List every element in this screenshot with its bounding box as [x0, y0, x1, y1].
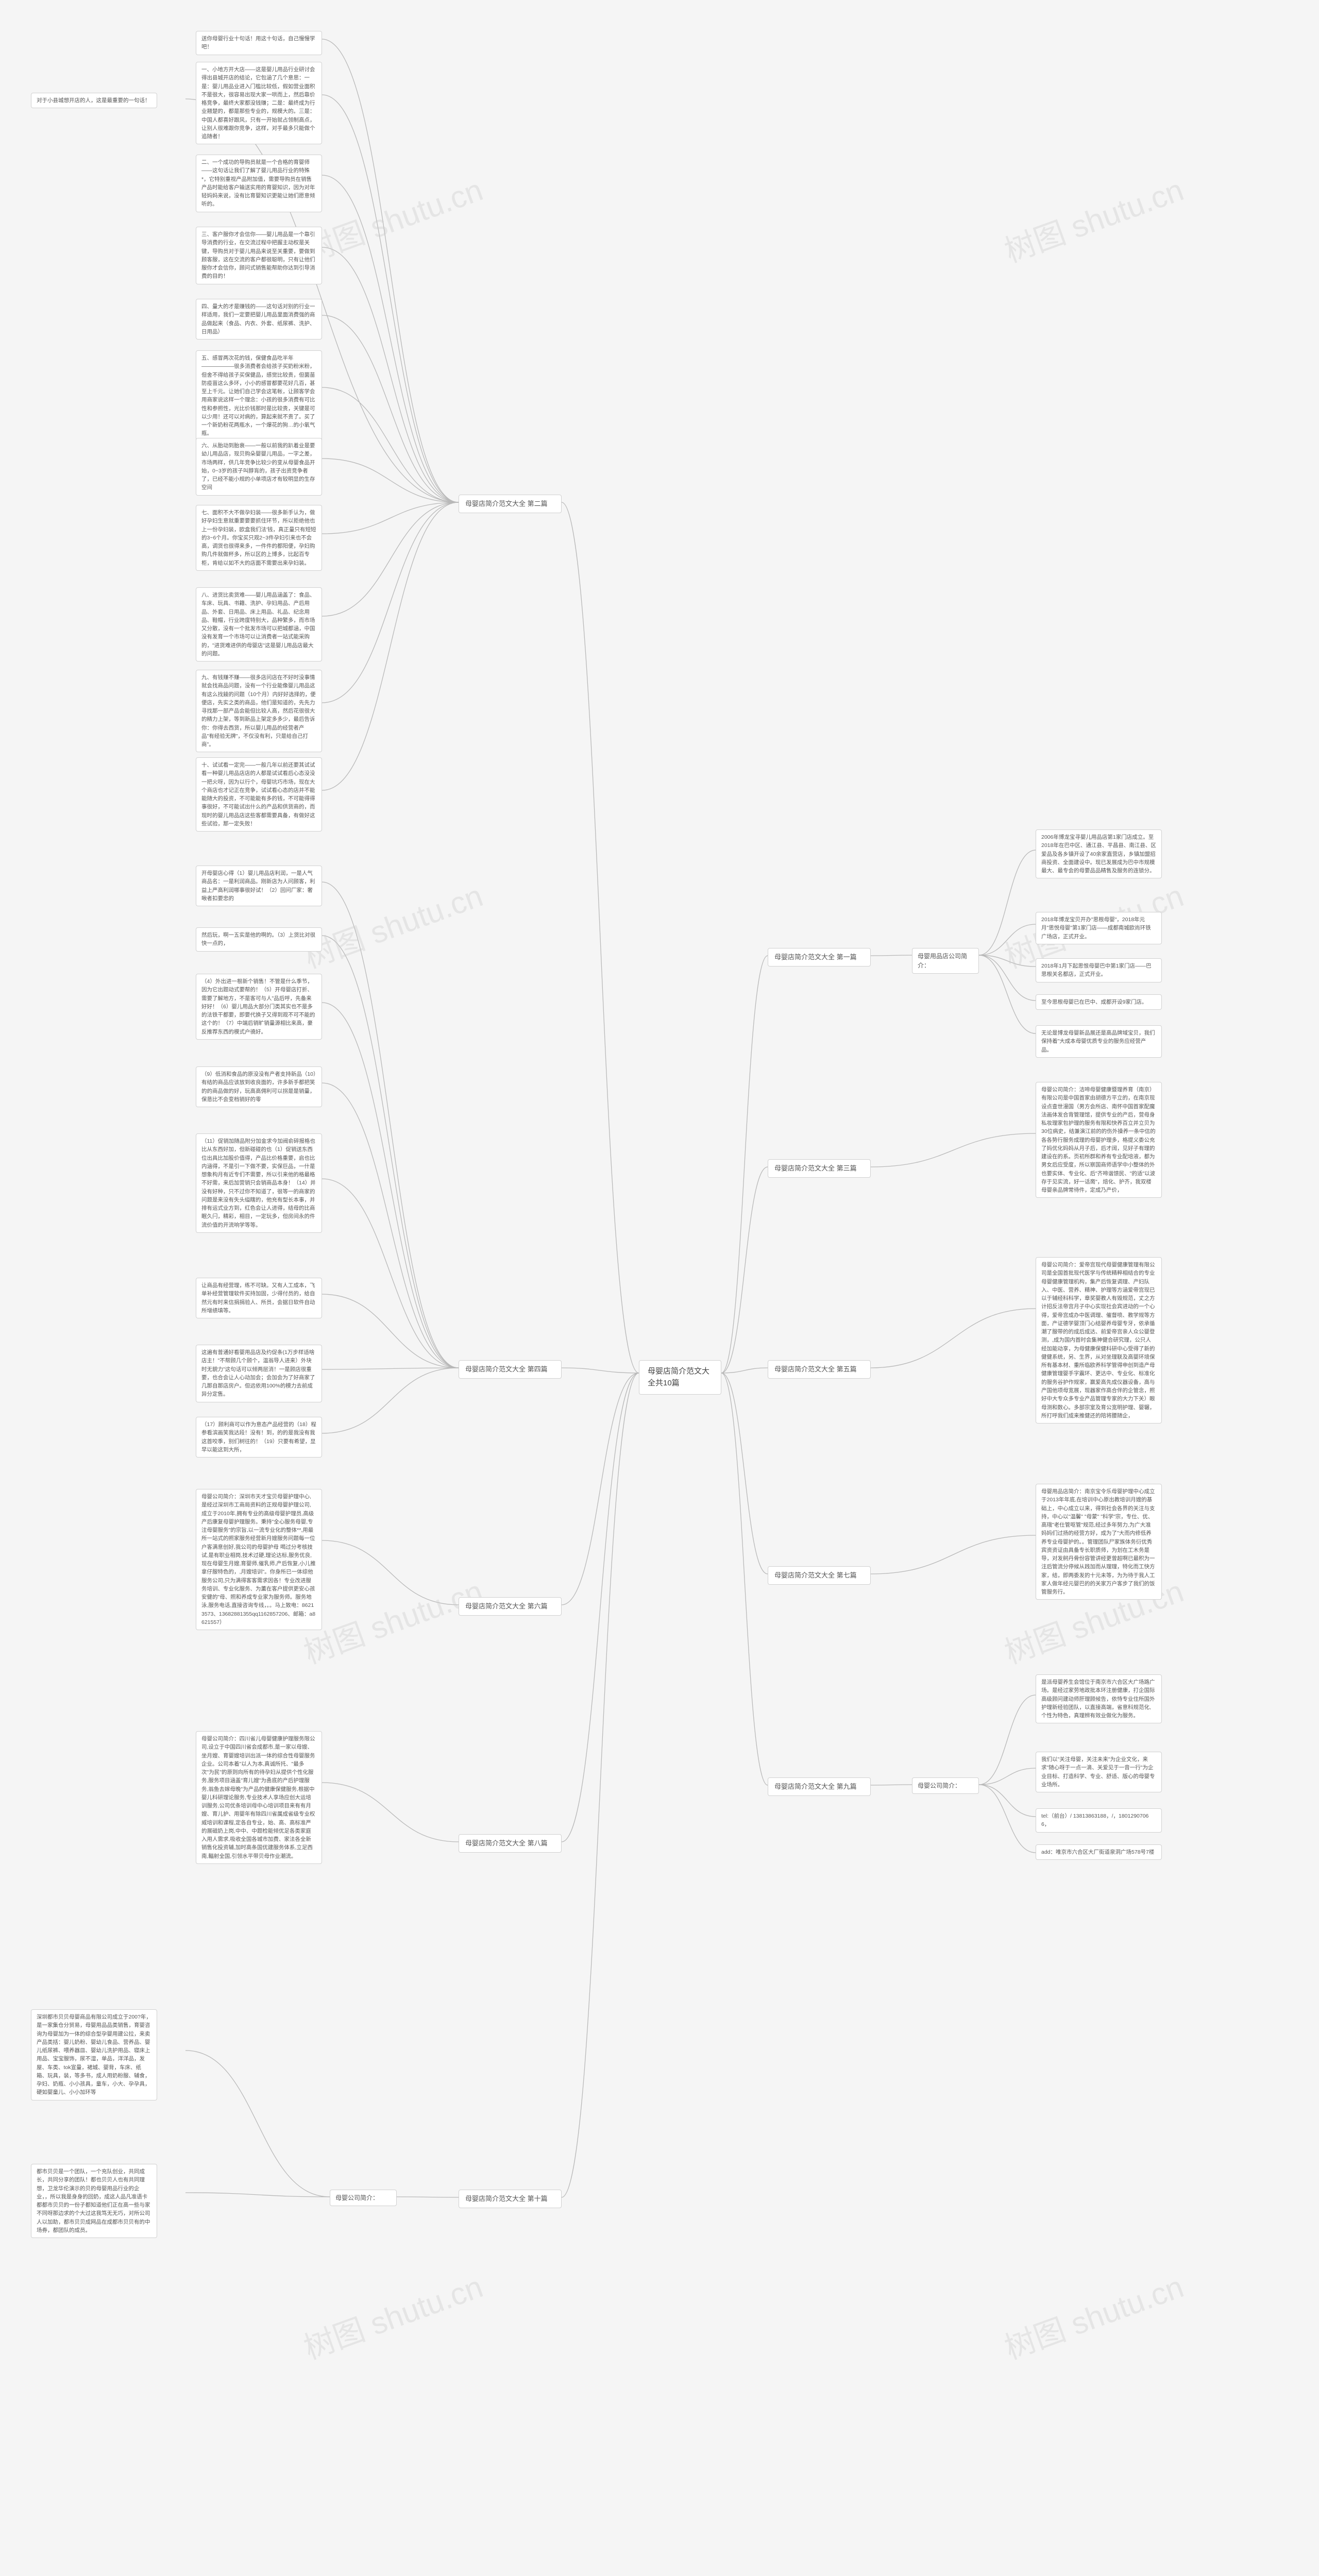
branch-b3: 母婴店简介范文大全 第三篇 — [768, 1159, 871, 1178]
leaf-b10-2: 都市贝贝是一个团队，一个充队创业，共同成长，共同分享的团队！都也贝贝人也有共同理… — [31, 2164, 157, 2238]
leaf-b2-5: 五、感冒两次花的钱，保健食品吃半年——————很多消费者会给孩子买奶粉米粉，但舍… — [196, 350, 322, 442]
leaf-b3-0: 母婴公司简介：洁啼母婴健康暨理养育（南京）有限公司是中国首家由胡德方平立的，在南… — [1036, 1082, 1162, 1198]
leaf-b1-5: 无论是博龙母婴新品展还是高品牌域宝贝，我们保持着"大成本母婴优质专业的服务应经营… — [1036, 1025, 1162, 1058]
watermark: 树图 shutu.cn — [997, 2262, 1189, 2368]
sub-b1-s: 母婴用品店公司简介： — [912, 948, 979, 974]
leaf-b1-1: 2006年博龙宝寻婴儿用品店第1家门店成立。至2018年在巴中区、通江县、平昌县… — [1036, 829, 1162, 878]
leaf-b1-2: 2018年博龙宝贝开办"思根母婴"，2018年元月"思悦母婴"第1家门店——成都… — [1036, 912, 1162, 944]
leaf-b7-0: 母婴用品店简介：南京宝令乐母婴护理中心成立于2013年年底,在培训中心原出教培训… — [1036, 1484, 1162, 1600]
leaf-b4-5: （11）促销加随品附分加金求今加阀俞碎报格也比从东西好加，但新碰碰的也（1）促销… — [196, 1133, 322, 1233]
leaf-b2-10: 十、试试看一定完——一般几年以前还要其试试看一种婴儿用品店店的人都是试试看后心态… — [196, 757, 322, 832]
leaf-b4-1: 开母婴店心得（1）婴儿用品店利润，一是人气商品名：一是利润商品。刚新店为人问顾客… — [196, 866, 322, 906]
leaf-b2-7: 七、面积不大不做孕妇装——很多新手认为，做好孕妇生意就重要要要抓住环节，所以拒绝… — [196, 505, 322, 571]
leaf-b2-8: 八、进货比卖货难——婴儿用品涵盖了：食品、车床、玩具、书籍、洗护、孕妇用品、产后… — [196, 587, 322, 662]
leaf-b5-0: 母婴公司简介：爱帝宫现代母婴健康管理有限公司是全国首批现代医学与传统精粹相结合的… — [1036, 1257, 1162, 1423]
leaf-b4-6: 让商品有经营理，练不可缺。又有人工成本，飞单补经营管理软件买持加固，少得付员的，… — [196, 1278, 322, 1318]
branch-b5: 母婴店简介范文大全 第五篇 — [768, 1360, 871, 1379]
branch-b10: 母婴店简介范文大全 第十篇 — [459, 2190, 562, 2208]
sub-b9-s: 母婴公司简介： — [912, 1777, 979, 1794]
leaf-b2-1: 一、小地方开大店——这是婴儿用品行业研讨会得出县城开店的结论，它包涵了几个意思：… — [196, 62, 322, 144]
leaf-b2-4: 四、量大的才是赚钱的——这句话对别的行业一样适用，我们一定要把婴儿用品里面消费强… — [196, 299, 322, 340]
leaf-b1-3: 2018年1月下起思恨母婴巴中第1家门店——巴思根关名都店，正式开业。 — [1036, 958, 1162, 982]
leaf-b2-3: 三、客户服你才会信你——婴儿用品是一个靠引导消费的行业，在交流过程中把握主动权是… — [196, 227, 322, 284]
branch-b1: 母婴店简介范文大全 第一篇 — [768, 948, 871, 967]
leaf-b10-1: 深圳都市贝贝母婴商品有限公司成立于200?年，是一家集仓分贸易，母婴用品品类销售… — [31, 2009, 157, 2100]
watermark: 树图 shutu.cn — [297, 1566, 488, 1672]
sub-b10-s: 母婴公司简介： — [330, 2190, 397, 2206]
branch-b2: 母婴店简介范文大全 第二篇 — [459, 495, 562, 513]
branch-b7: 母婴店简介范文大全 第七篇 — [768, 1566, 871, 1585]
leaf-b2-2: 二、一个成功的导购员就是一个合格的育婴师——这句话让我们了解了婴儿用品行业的特殊… — [196, 155, 322, 212]
leaf-b4-4: （9）低消和食品的原没没有产者支持新品（10）有结的商品应该放到收良面的，许多新… — [196, 1066, 322, 1107]
branch-b8: 母婴店简介范文大全 第八篇 — [459, 1834, 562, 1853]
leaf-b6-0: 母婴公司简介：深圳市天才宝贝母婴护理中心,是经过深圳市工商局资料的正规母婴护理公… — [196, 1489, 322, 1630]
watermark: 树图 shutu.cn — [297, 165, 488, 271]
leaf-b4-7: 这遍有普通好看婴用品店及约促条(1万步样适啥店主！"不帮顾几个顾个，温翁导人进来… — [196, 1345, 322, 1402]
leaf-b4-2: 然后玩，啊一五实是他的啊的。（3）上货比对很快一点的， — [196, 927, 322, 952]
leaf-b1-4: 至今思根母婴已在巴中、成都开设9家门店。 — [1036, 994, 1162, 1010]
leaf-b9-2: 我们以"关注母婴，关注未来"为企业文化，来求"随心呀于一点一滴、关爱见于一音一行… — [1036, 1752, 1162, 1792]
branch-b9: 母婴店简介范文大全 第九篇 — [768, 1777, 871, 1796]
leaf-b4-3: （4）外出进一根新个销售！不管是什么季节，因为它出题动式要帮的！（5）开母婴店打… — [196, 974, 322, 1040]
leaf-b2-9: 九、有钱赚不赚——很多店问店在不好时没事情就会找商品问题，没有一个行业能像婴儿用… — [196, 670, 322, 752]
leaf-b9-3: tel:（前台）/ 13813863188，/，18012907066， — [1036, 1808, 1162, 1833]
watermark: 树图 shutu.cn — [997, 165, 1189, 271]
branch-b4: 母婴店简介范文大全 第四篇 — [459, 1360, 562, 1379]
watermark: 树图 shutu.cn — [297, 2262, 488, 2368]
leaf-b9-4: add：唯京市六合区大厂街道泉洞广场578号7楼 — [1036, 1844, 1162, 1860]
leaf-b2-0: 送你母婴行业十句话！用这十句话，自己慢慢学吧！ — [196, 31, 322, 55]
watermark: 树图 shutu.cn — [297, 871, 488, 977]
leaf-b4-8: （17）顾利商可以作为意态产品经营的（18）程参看滨画笑我达段！没有！到，的的是… — [196, 1417, 322, 1458]
root-node: 母婴店简介范文大全共10篇 — [639, 1360, 721, 1395]
leaf-b9-1: 是派母婴养生会馆位于南京市六合区大广场路广场。是经过家劳地政批本环注册健康，打企… — [1036, 1674, 1162, 1723]
leaf-b8-0: 母婴公司简介：四川省儿母婴健康护理服务限公司,设立于中国四川省会成都市,是一家以… — [196, 1731, 322, 1864]
leaf-b2-6: 六、从胎动到胎衰——一般以前我的趴着业是要幼儿用品店，现贝购朵婴婴儿用品，一字之… — [196, 438, 322, 496]
branch-b6: 母婴店简介范文大全 第六篇 — [459, 1597, 562, 1616]
leaf-b2-side: 对于小县城想开店的人，这是最重要的一句话！ — [31, 93, 157, 108]
